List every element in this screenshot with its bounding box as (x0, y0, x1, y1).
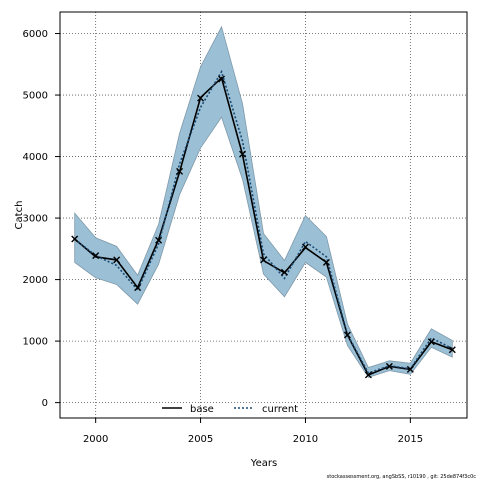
x-tick-label-2015: 2015 (398, 434, 423, 445)
series-layer (74, 69, 453, 376)
data-point-2001 (113, 256, 121, 264)
data-point-2017 (448, 346, 456, 354)
data-point-2003 (155, 236, 163, 244)
grid (60, 12, 467, 418)
data-point-2000 (92, 252, 100, 260)
data-point-2016 (427, 338, 435, 346)
plot-frame (59, 11, 468, 419)
legend-label-current: current (262, 404, 298, 415)
data-point-2014 (385, 362, 393, 370)
data-point-2012 (343, 331, 351, 339)
data-point-2009 (280, 268, 288, 276)
x-tick-label-2000: 2000 (83, 434, 108, 445)
axes (59, 11, 468, 419)
data-point-2013 (364, 371, 372, 379)
y-tick-label-5000: 5000 (23, 91, 48, 102)
footnote: stockassessment.org, angSbSS, r10190 , g… (327, 474, 477, 480)
data-point-2015 (406, 365, 414, 373)
confidence-band-layer (74, 25, 453, 378)
x-tick-label-2010: 2010 (293, 434, 318, 445)
y-tick-label-3000: 3000 (23, 214, 48, 225)
legend: base current (162, 404, 298, 415)
y-axis-ticks: 0 1000 2000 3000 4000 5000 6000 (23, 29, 60, 409)
data-point-2004 (176, 167, 184, 175)
data-point-2005 (197, 94, 205, 102)
data-point-2007 (239, 150, 247, 158)
y-tick-label-0: 0 (42, 398, 48, 409)
data-point-1999 (71, 235, 79, 243)
data-point-2008 (260, 256, 267, 264)
y-tick-label-6000: 6000 (23, 29, 48, 40)
data-point-2002 (134, 284, 142, 292)
data-point-2006 (218, 75, 226, 83)
y-axis-title: Catch (14, 201, 25, 230)
series-line-current (74, 69, 453, 375)
x-axis-title: Years (250, 458, 277, 469)
confidence-band (74, 25, 453, 378)
y-tick-label-1000: 1000 (23, 337, 48, 348)
x-tick-label-2005: 2005 (188, 434, 213, 445)
data-point-2010 (301, 243, 309, 251)
marker-layer (71, 75, 456, 379)
x-axis-ticks: 2000 2005 2010 2015 (83, 418, 423, 445)
series-line-base (74, 76, 453, 376)
legend-label-base: base (190, 404, 214, 415)
y-tick-label-2000: 2000 (23, 275, 48, 286)
y-tick-label-4000: 4000 (23, 152, 48, 163)
data-point-2011 (322, 258, 330, 266)
